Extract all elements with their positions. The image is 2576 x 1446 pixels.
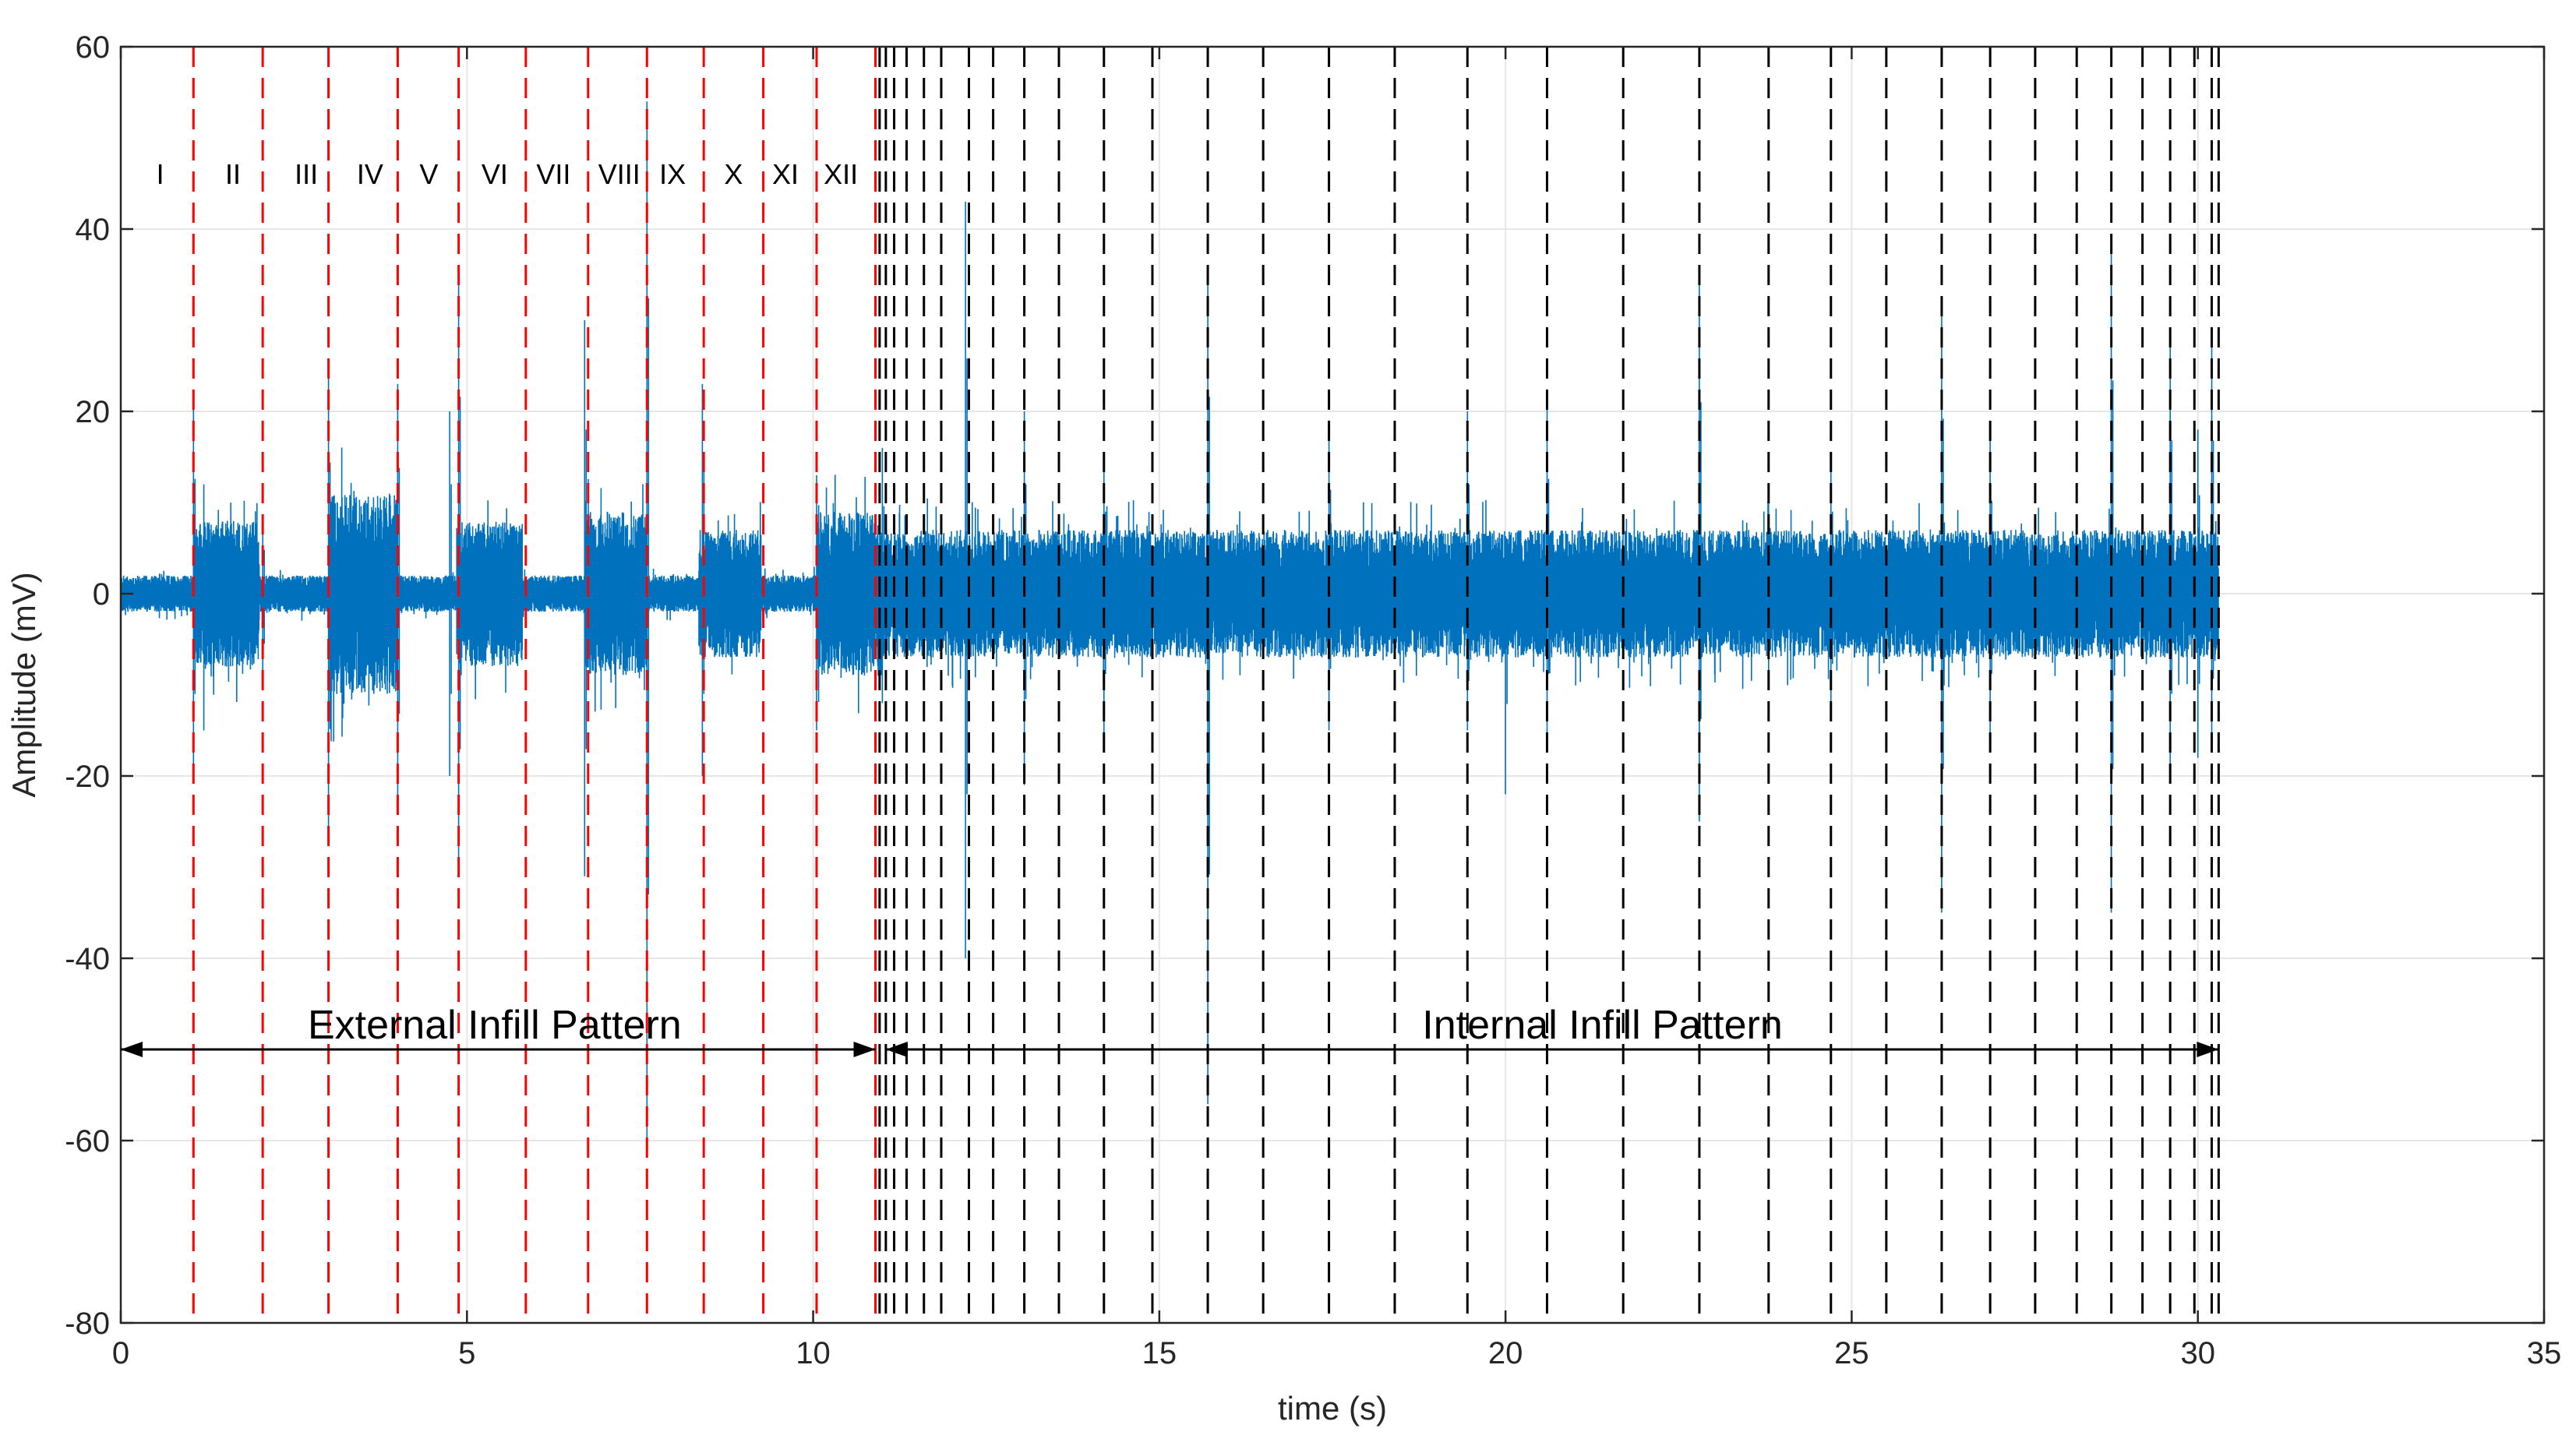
segment-label: V bbox=[419, 158, 438, 190]
annotation-arrowhead-left bbox=[121, 1042, 143, 1057]
segment-boundaries bbox=[192, 47, 877, 1323]
y-tick-label: 60 bbox=[76, 30, 111, 65]
x-tick-label: 5 bbox=[458, 1336, 475, 1370]
segment-label: XI bbox=[772, 158, 799, 190]
axis-ticks: 0 5 10 15 20 25 30 35 -80 -60 -40 -20 0 20 40 60 bbox=[65, 30, 2561, 1370]
annotation-arrowhead-left bbox=[885, 1042, 908, 1057]
y-axis-label: Amplitude (mV) bbox=[5, 572, 42, 797]
y-tick-label: 0 bbox=[93, 577, 110, 612]
layer-boundaries bbox=[878, 47, 2220, 1323]
pattern-label: Internal Infill Pattern bbox=[1422, 1003, 1782, 1048]
y-tick-label: -60 bbox=[65, 1124, 110, 1159]
x-tick-label: 0 bbox=[112, 1336, 129, 1370]
segment-labels: I II III IV V VI VII VIII IX X XI XII bbox=[157, 158, 858, 190]
x-tick-label: 15 bbox=[1142, 1336, 1177, 1370]
segment-label: IV bbox=[357, 158, 383, 190]
pattern-label: External Infill Pattern bbox=[308, 1003, 682, 1048]
segment-label: I bbox=[157, 158, 164, 190]
segment-label: XII bbox=[824, 158, 858, 190]
y-tick-label: 20 bbox=[76, 395, 111, 429]
x-tick-label: 30 bbox=[2180, 1336, 2215, 1370]
pattern-annotations: External Infill Pattern Internal Infill P… bbox=[121, 1003, 2219, 1057]
segment-label: X bbox=[724, 158, 743, 190]
segment-label: VI bbox=[482, 158, 508, 190]
y-tick-label: 40 bbox=[76, 213, 111, 247]
segment-label: III bbox=[295, 158, 318, 190]
plot-frame bbox=[119, 45, 2546, 1324]
segment-label: VII bbox=[536, 158, 570, 190]
x-tick-label: 35 bbox=[2527, 1336, 2562, 1370]
segment-label: II bbox=[225, 158, 241, 190]
x-tick-label: 25 bbox=[1834, 1336, 1869, 1370]
annotation-arrowhead-right bbox=[2197, 1042, 2219, 1057]
x-tick-label: 20 bbox=[1488, 1336, 1523, 1370]
y-tick-label: -80 bbox=[65, 1307, 110, 1341]
segment-label: VIII bbox=[598, 158, 640, 190]
x-axis-label: time (s) bbox=[1278, 1390, 1387, 1427]
y-tick-label: -40 bbox=[65, 942, 110, 976]
x-tick-label: 10 bbox=[796, 1336, 831, 1370]
segment-label: IX bbox=[659, 158, 686, 190]
y-tick-label: -20 bbox=[65, 760, 110, 794]
annotation-arrowhead-right bbox=[853, 1042, 876, 1057]
